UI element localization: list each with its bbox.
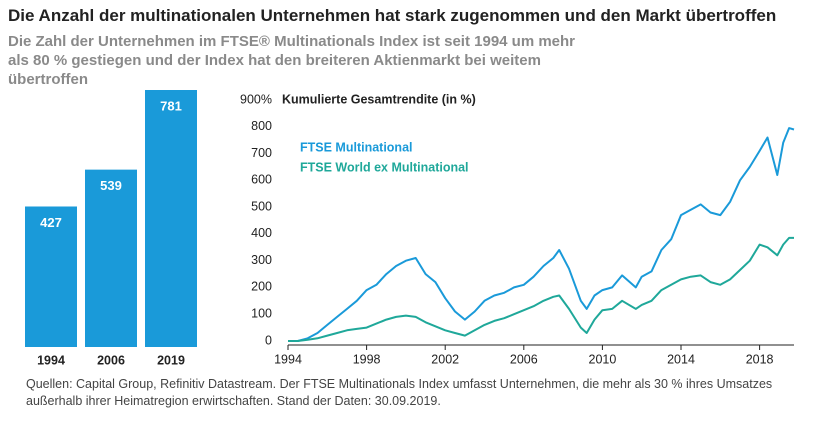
- bar-value-label: 427: [40, 215, 62, 230]
- bar-value-label: 539: [100, 178, 122, 193]
- y-tick-label: 700: [251, 146, 272, 160]
- series-line: [288, 236, 794, 342]
- page-title: Die Anzahl der multinationalen Unternehm…: [8, 6, 777, 25]
- series-line: [288, 127, 795, 342]
- x-tick-label: 2002: [431, 352, 459, 366]
- x-tick-label: 2006: [97, 353, 125, 367]
- x-tick-label: 1998: [353, 352, 381, 366]
- bar: [25, 206, 77, 347]
- x-tick-label: 2018: [746, 352, 774, 366]
- y-tick-label: 600: [251, 173, 272, 187]
- x-tick-label: 2006: [510, 352, 538, 366]
- x-tick-label: 2010: [589, 352, 617, 366]
- legend-entry: FTSE World ex Multinational: [300, 160, 469, 174]
- bar: [145, 90, 197, 347]
- legend-entry: FTSE Multinational: [300, 140, 413, 154]
- x-tick-label: 2019: [157, 353, 185, 367]
- x-tick-label: 1994: [274, 352, 302, 366]
- bar: [85, 169, 137, 347]
- x-tick-label: 2014: [667, 352, 695, 366]
- bar-value-label: 781: [160, 98, 182, 113]
- y-tick-label: 300: [251, 253, 272, 267]
- y-tick-label: 500: [251, 199, 272, 213]
- y-tick-label: 0: [265, 333, 272, 347]
- chart-title: Kumulierte Gesamtrendite (in %): [282, 92, 476, 106]
- y-tick-label: 100: [251, 307, 272, 321]
- y-tick-label: 400: [251, 226, 272, 240]
- y-tick-label: 800: [251, 119, 272, 133]
- page-subtitle: Die Zahl der Unternehmen im FTSE® Multin…: [8, 33, 576, 88]
- y-tick-label: 900%: [240, 92, 272, 106]
- y-tick-label: 200: [251, 280, 272, 294]
- source-note: Quellen: Capital Group, Refinitiv Datast…: [26, 377, 773, 408]
- x-tick-label: 1994: [37, 353, 65, 367]
